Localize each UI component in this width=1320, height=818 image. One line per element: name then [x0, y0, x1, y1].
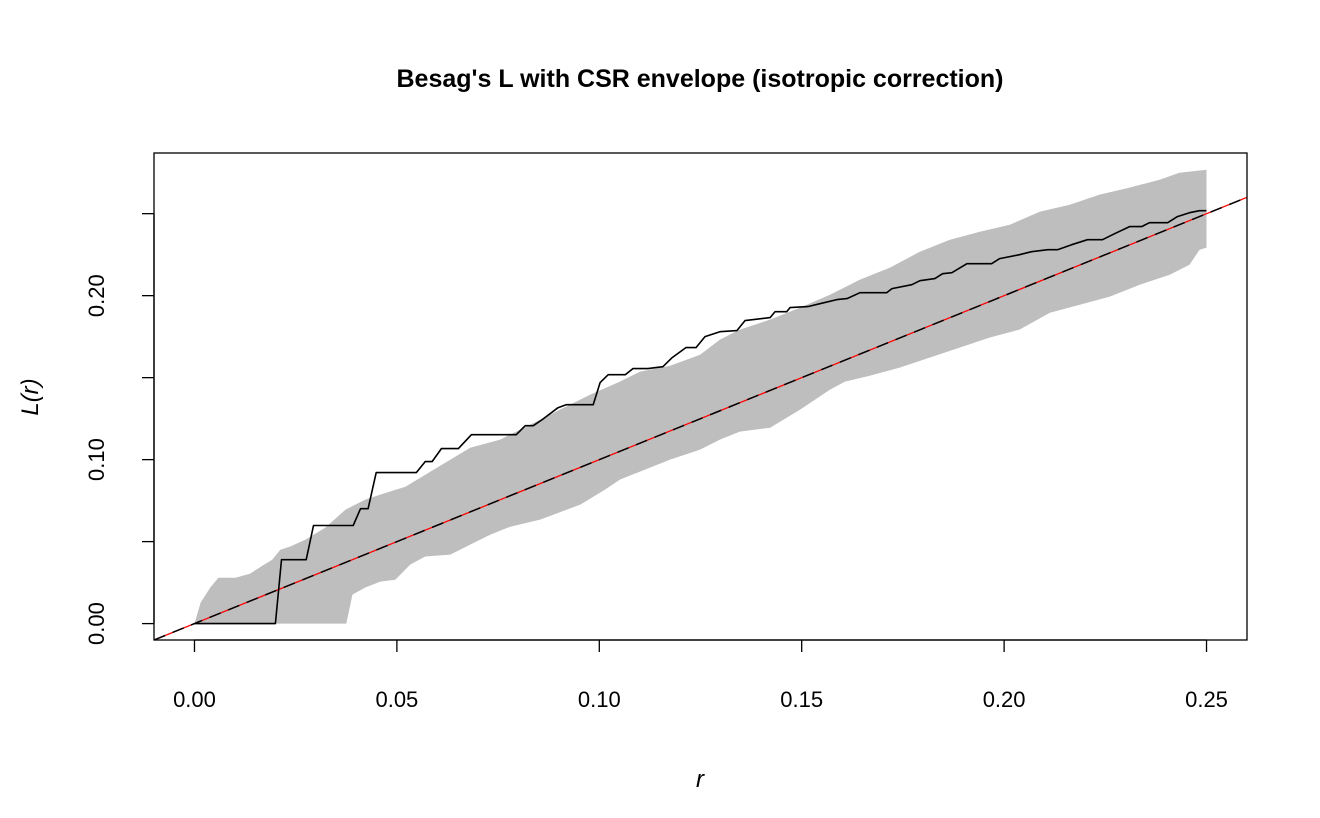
theoretical-line — [154, 196, 1247, 640]
plot-area — [154, 169, 1247, 640]
csr-envelope — [194, 169, 1207, 624]
x-axis-label: r — [696, 766, 705, 793]
y-tick-label: 0.20 — [84, 274, 109, 317]
observed-line — [194, 209, 1207, 625]
y-tick-label: 0.10 — [84, 438, 109, 481]
chart-title: Besag's L with CSR envelope (isotropic c… — [397, 65, 1004, 93]
x-axis: 0.00 0.05 0.10 0.15 0.20 0.25 — [173, 639, 1228, 712]
x-tick-label: 0.05 — [375, 687, 418, 712]
x-tick-label: 0.25 — [1185, 687, 1228, 712]
y-tick-label: 0.00 — [84, 602, 109, 645]
y-axis-label: L(r) — [17, 378, 44, 415]
x-tick-label: 0.00 — [173, 687, 216, 712]
x-tick-label: 0.20 — [983, 687, 1026, 712]
x-tick-label: 0.15 — [780, 687, 823, 712]
y-axis: 0.00 0.10 0.20 — [84, 213, 155, 645]
x-tick-label: 0.10 — [578, 687, 621, 712]
